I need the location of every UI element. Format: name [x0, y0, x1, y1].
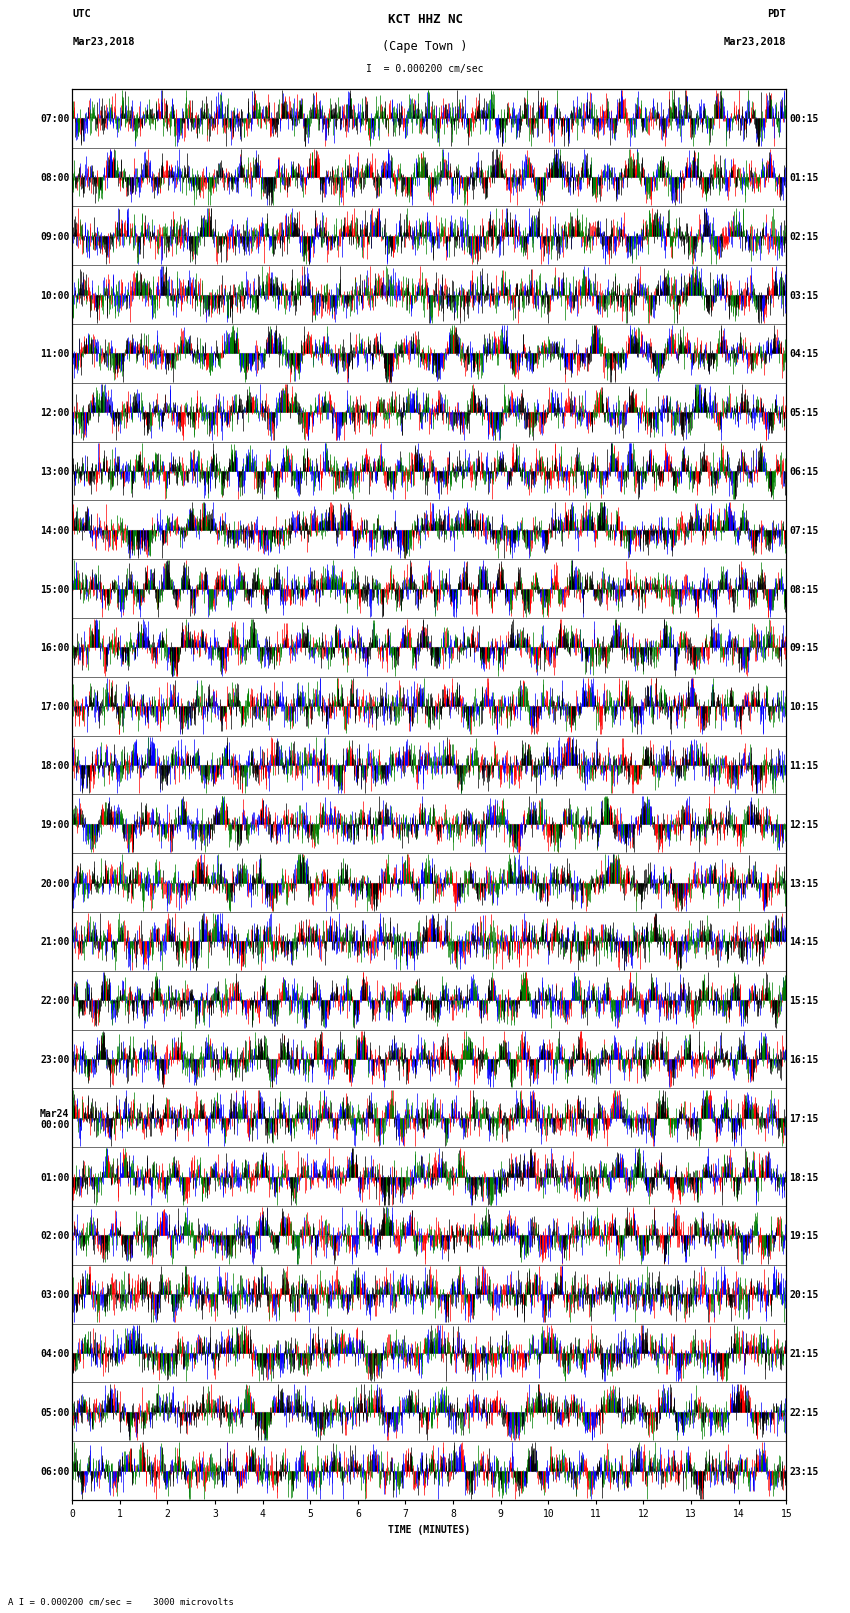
- Text: Mar23,2018: Mar23,2018: [723, 37, 786, 47]
- Text: Mar23,2018: Mar23,2018: [72, 37, 135, 47]
- Text: A I = 0.000200 cm/sec =    3000 microvolts: A I = 0.000200 cm/sec = 3000 microvolts: [8, 1597, 235, 1607]
- Text: (Cape Town ): (Cape Town ): [382, 40, 468, 53]
- Text: PDT: PDT: [768, 10, 786, 19]
- Text: I  = 0.000200 cm/sec: I = 0.000200 cm/sec: [366, 65, 484, 74]
- Text: KCT HHZ NC: KCT HHZ NC: [388, 13, 462, 26]
- Text: UTC: UTC: [72, 10, 91, 19]
- X-axis label: TIME (MINUTES): TIME (MINUTES): [388, 1524, 470, 1534]
